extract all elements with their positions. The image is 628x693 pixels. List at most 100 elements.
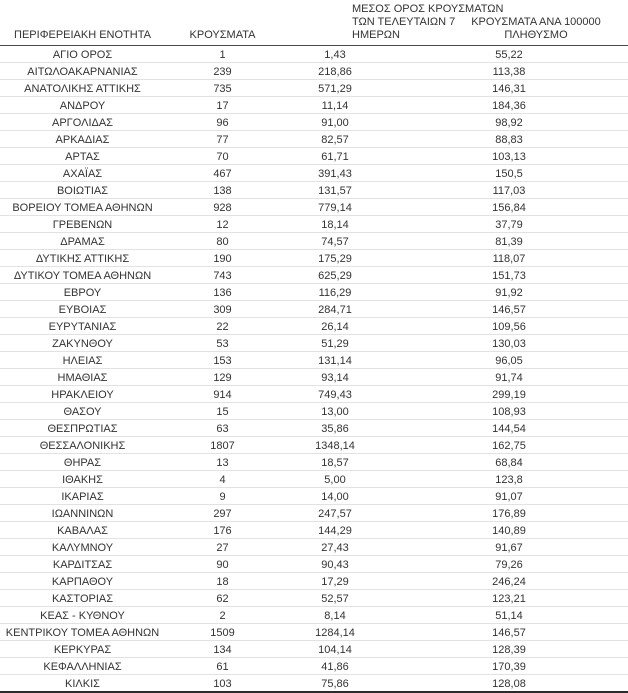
region-cell: ΓΡΕΒΕΝΩΝ [0, 215, 165, 233]
per100k-cell: 118,07 [390, 249, 628, 267]
avg7-cell: 144,29 [280, 521, 390, 539]
per100k-cell: 37,79 [390, 215, 628, 233]
table-row: ΚΑΡΠΑΘΟΥ 18 17,29 246,24 [0, 572, 628, 590]
table-row: ΑΧΑΪΑΣ 467 391,43 150,5 [0, 164, 628, 182]
cases-cell: 1509 [165, 623, 280, 641]
table-row: ΚΕΡΚΥΡΑΣ 134 104,14 128,39 [0, 640, 628, 658]
avg7-cell: 11,14 [280, 96, 390, 114]
table-row: ΖΑΚΥΝΘΟΥ 53 51,29 130,03 [0, 334, 628, 352]
cases-cell: 12 [165, 215, 280, 233]
cases-cell: 743 [165, 266, 280, 284]
avg7-cell: 61,71 [280, 147, 390, 165]
avg7-cell: 17,29 [280, 572, 390, 590]
per100k-cell: 98,92 [390, 113, 628, 131]
avg7-cell: 104,14 [280, 640, 390, 658]
region-cell: ΘΕΣΣΑΛΟΝΙΚΗΣ [0, 436, 165, 454]
region-cell: ΑΙΤΩΛΟΑΚΑΡΝΑΝΙΑΣ [0, 62, 165, 80]
table-row: ΚΑΣΤΟΡΙΑΣ 62 52,57 123,21 [0, 589, 628, 607]
avg7-cell: 93,14 [280, 368, 390, 386]
table-row: ΑΡΓΟΛΙΔΑΣ 96 91,00 98,92 [0, 113, 628, 131]
region-cell: ΚΑΡΔΙΤΣΑΣ [0, 555, 165, 573]
per100k-cell: 162,75 [390, 436, 628, 454]
table-row: ΗΜΑΘΙΑΣ 129 93,14 91,74 [0, 368, 628, 386]
table-row: ΚΕΦΑΛΛΗΝΙΑΣ 61 41,86 170,39 [0, 657, 628, 675]
per100k-cell: 123,21 [390, 589, 628, 607]
region-cell: ΑΡΓΟΛΙΔΑΣ [0, 113, 165, 131]
avg7-cell: 1348,14 [280, 436, 390, 454]
region-cell: ΚΑΒΑΛΑΣ [0, 521, 165, 539]
cases-cell: 27 [165, 538, 280, 556]
per100k-cell: 91,74 [390, 368, 628, 386]
avg7-cell: 75,86 [280, 674, 390, 693]
avg7-cell: 27,43 [280, 538, 390, 556]
avg7-cell: 218,86 [280, 62, 390, 80]
per100k-cell: 144,54 [390, 419, 628, 437]
avg7-cell: 91,00 [280, 113, 390, 131]
cases-cell: 467 [165, 164, 280, 182]
cases-cell: 4 [165, 470, 280, 488]
per100k-cell: 109,56 [390, 317, 628, 335]
per100k-cell: 51,14 [390, 606, 628, 624]
per100k-cell: 113,38 [390, 62, 628, 80]
cases-cell: 928 [165, 198, 280, 216]
per100k-cell: 146,57 [390, 300, 628, 318]
table-row: ΒΟΙΩΤΙΑΣ 138 131,57 117,03 [0, 181, 628, 199]
table-row: ΚΕΑΣ - ΚΥΘΝΟΥ 2 8,14 51,14 [0, 606, 628, 624]
cases-cell: 1807 [165, 436, 280, 454]
table-row: ΑΡΚΑΔΙΑΣ 77 82,57 88,83 [0, 130, 628, 148]
header-region: ΠΕΡΙΦΕΡΕΙΑΚΗ ΕΝΟΤΗΤΑ [0, 0, 165, 46]
avg7-cell: 131,14 [280, 351, 390, 369]
table-row: ΚΙΛΚΙΣ 103 75,86 128,08 [0, 674, 628, 693]
table-row: ΗΛΕΙΑΣ 153 131,14 96,05 [0, 351, 628, 369]
region-cell: ΚΕΦΑΛΛΗΝΙΑΣ [0, 657, 165, 675]
per100k-cell: 140,89 [390, 521, 628, 539]
avg7-cell: 5,00 [280, 470, 390, 488]
table-row: ΔΡΑΜΑΣ 80 74,57 81,39 [0, 232, 628, 250]
avg7-cell: 1,43 [280, 45, 390, 63]
table-row: ΚΑΒΑΛΑΣ 176 144,29 140,89 [0, 521, 628, 539]
region-cell: ΗΡΑΚΛΕΙΟΥ [0, 385, 165, 403]
cases-cell: 1 [165, 45, 280, 63]
cases-cell: 129 [165, 368, 280, 386]
per100k-cell: 246,24 [390, 572, 628, 590]
per100k-cell: 79,26 [390, 555, 628, 573]
avg7-cell: 74,57 [280, 232, 390, 250]
region-cell: ΑΝΑΤΟΛΙΚΗΣ ΑΤΤΙΚΗΣ [0, 79, 165, 97]
region-cell: ΕΥΡΥΤΑΝΙΑΣ [0, 317, 165, 335]
region-cell: ΗΜΑΘΙΑΣ [0, 368, 165, 386]
cases-cell: 90 [165, 555, 280, 573]
avg7-cell: 175,29 [280, 249, 390, 267]
table-row: ΑΙΤΩΛΟΑΚΑΡΝΑΝΙΑΣ 239 218,86 113,38 [0, 62, 628, 80]
per100k-cell: 128,08 [390, 674, 628, 693]
per100k-cell: 170,39 [390, 657, 628, 675]
region-cell: ΕΒΡΟΥ [0, 283, 165, 301]
table-row: ΑΡΤΑΣ 70 61,71 103,13 [0, 147, 628, 165]
table-row: ΘΑΣΟΥ 15 13,00 108,93 [0, 402, 628, 420]
table-row: ΘΗΡΑΣ 13 18,57 68,84 [0, 453, 628, 471]
table-row: ΓΡΕΒΕΝΩΝ 12 18,14 37,79 [0, 215, 628, 233]
region-cell: ΑΓΙΟ ΟΡΟΣ [0, 45, 165, 63]
per100k-cell: 146,31 [390, 79, 628, 97]
region-cell: ΒΟΡΕΙΟΥ ΤΟΜΕΑ ΑΘΗΝΩΝ [0, 198, 165, 216]
table-row: ΙΚΑΡΙΑΣ 9 14,00 91,07 [0, 487, 628, 505]
table-row: ΕΒΡΟΥ 136 116,29 91,92 [0, 283, 628, 301]
header-row: ΠΕΡΙΦΕΡΕΙΑΚΗ ΕΝΟΤΗΤΑ ΚΡΟΥΣΜΑΤΑ ΜΕΣΟΣ ΟΡΟ… [0, 0, 628, 46]
cases-cell: 309 [165, 300, 280, 318]
cases-cell: 190 [165, 249, 280, 267]
cases-cell: 22 [165, 317, 280, 335]
avg7-cell: 247,57 [280, 504, 390, 522]
per100k-cell: 117,03 [390, 181, 628, 199]
per100k-cell: 108,93 [390, 402, 628, 420]
header-per100k-line1: ΚΡΟΥΣΜΑΤΑ ΑΝΑ 100000 [471, 16, 601, 28]
region-cell: ΘΗΡΑΣ [0, 453, 165, 471]
table-row: ΗΡΑΚΛΕΙΟΥ 914 749,43 299,19 [0, 385, 628, 403]
header-per100k: ΚΡΟΥΣΜΑΤΑ ΑΝΑ 100000 ΠΛΗΘΥΣΜΟ [390, 0, 628, 46]
table-row: ΑΝΑΤΟΛΙΚΗΣ ΑΤΤΙΚΗΣ 735 571,29 146,31 [0, 79, 628, 97]
per100k-cell: 150,5 [390, 164, 628, 182]
avg7-cell: 52,57 [280, 589, 390, 607]
avg7-cell: 90,43 [280, 555, 390, 573]
region-cell: ΑΧΑΪΑΣ [0, 164, 165, 182]
table-row: ΕΥΒΟΙΑΣ 309 284,71 146,57 [0, 300, 628, 318]
header-avg7-line1: ΜΕΣΟΣ ΟΡΟΣ ΚΡΟΥΣΜΑΤΩΝ [352, 3, 504, 15]
